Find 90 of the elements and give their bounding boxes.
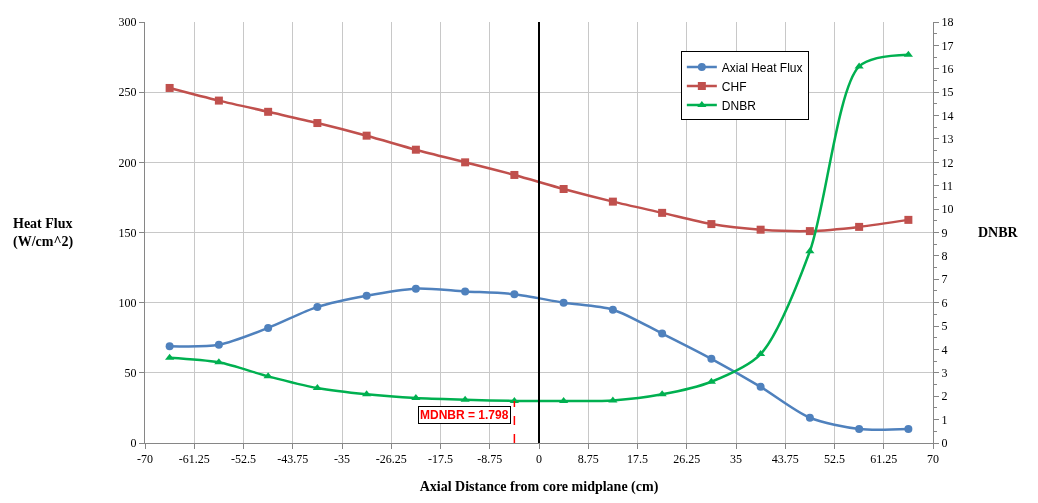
point: [165, 353, 175, 360]
point: [904, 424, 913, 433]
legend-label: CHF: [721, 79, 747, 94]
x-tick-label: 8.75: [577, 452, 599, 467]
point: [214, 96, 223, 105]
point: [313, 119, 322, 128]
point: [264, 323, 273, 332]
y2-tick-label: 9: [941, 225, 948, 240]
x-tick-label: 0: [536, 452, 542, 467]
point: [559, 185, 568, 193]
point: [461, 158, 470, 167]
legend-label: Axial Heat Flux: [721, 60, 803, 75]
y-axis-title: Heat Flux (W/cm^2): [13, 216, 74, 251]
point: [214, 340, 223, 349]
y2-tick-label: 8: [941, 249, 948, 264]
y2-tick-label: 16: [941, 61, 954, 76]
point: [411, 145, 420, 154]
point: [855, 424, 864, 433]
y2-tick-label: 10: [941, 202, 954, 217]
y2-tick-label: 6: [941, 295, 948, 310]
annotation: MDNBR = 1.798: [420, 408, 509, 422]
x-tick-label: -35: [334, 452, 350, 467]
y-tick-label: 100: [118, 295, 137, 310]
y2-tick-label: 1: [941, 412, 948, 427]
y-tick-label: 0: [130, 436, 137, 451]
point: [362, 291, 371, 300]
x-tick-label: -17.5: [428, 452, 453, 467]
point: [165, 342, 174, 351]
point: [805, 413, 814, 422]
y2-tick-label: 17: [941, 38, 954, 53]
y2-tick-label: 3: [941, 366, 948, 381]
point: [411, 284, 420, 293]
point: [756, 350, 766, 357]
y-tick-label: 150: [118, 225, 137, 240]
x-tick-label: 52.5: [824, 452, 845, 467]
point: [608, 305, 617, 314]
point: [559, 396, 569, 403]
point: [461, 287, 470, 296]
point: [411, 394, 421, 401]
y2-tick-label: 13: [941, 132, 954, 147]
point: [658, 208, 667, 217]
point: [460, 395, 470, 402]
point: [904, 215, 913, 224]
x-tick-label: -52.5: [231, 452, 256, 467]
x-tick-label: 17.5: [627, 452, 648, 467]
x-axis-title: Axial Distance from core midplane (cm): [419, 478, 659, 495]
y2-tick-label: 7: [941, 272, 948, 287]
y2-axis-title: DNBR: [978, 225, 1019, 240]
point: [658, 329, 667, 338]
y2-tick-label: 11: [941, 178, 953, 193]
legend-label: DNBR: [721, 98, 757, 113]
point: [855, 222, 864, 231]
y-tick-label: 200: [118, 155, 137, 170]
point: [707, 220, 716, 229]
x-tick-label: -61.25: [178, 452, 210, 467]
y2-tick-label: 4: [941, 342, 948, 357]
point: [313, 302, 322, 311]
x-tick-label: 70: [927, 452, 939, 467]
point: [707, 354, 716, 363]
y2-tick-label: 18: [941, 15, 954, 30]
x-tick-label: -26.25: [375, 452, 407, 467]
x-tick-label: -8.75: [477, 452, 503, 467]
point: [509, 396, 519, 403]
x-tick-label: 26.25: [673, 452, 701, 467]
point: [608, 197, 617, 206]
x-tick-label: 35: [730, 452, 742, 467]
point: [362, 131, 371, 140]
point: [510, 290, 519, 299]
point: [805, 227, 814, 236]
y-tick-label: 250: [118, 85, 137, 100]
y2-tick-label: 0: [941, 436, 948, 451]
point: [312, 384, 322, 391]
point: [756, 382, 765, 391]
point: [510, 170, 519, 179]
point: [264, 107, 273, 116]
y2-tick-label: 12: [941, 155, 954, 170]
x-tick-label: 61.25: [870, 452, 898, 467]
y2-tick-label: 5: [941, 319, 948, 334]
point: [559, 298, 568, 307]
y2-tick-label: 15: [941, 85, 954, 100]
point: [903, 50, 913, 57]
y2-tick-label: 2: [941, 389, 948, 404]
point: [165, 83, 174, 92]
point: [756, 225, 765, 234]
y-tick-label: 300: [118, 15, 137, 30]
x-tick-label: -43.75: [277, 452, 309, 467]
y2-tick-label: 14: [941, 108, 954, 123]
x-tick-label: -70: [137, 452, 153, 467]
y-tick-label: 50: [124, 366, 137, 381]
x-tick-label: 43.75: [771, 452, 799, 467]
